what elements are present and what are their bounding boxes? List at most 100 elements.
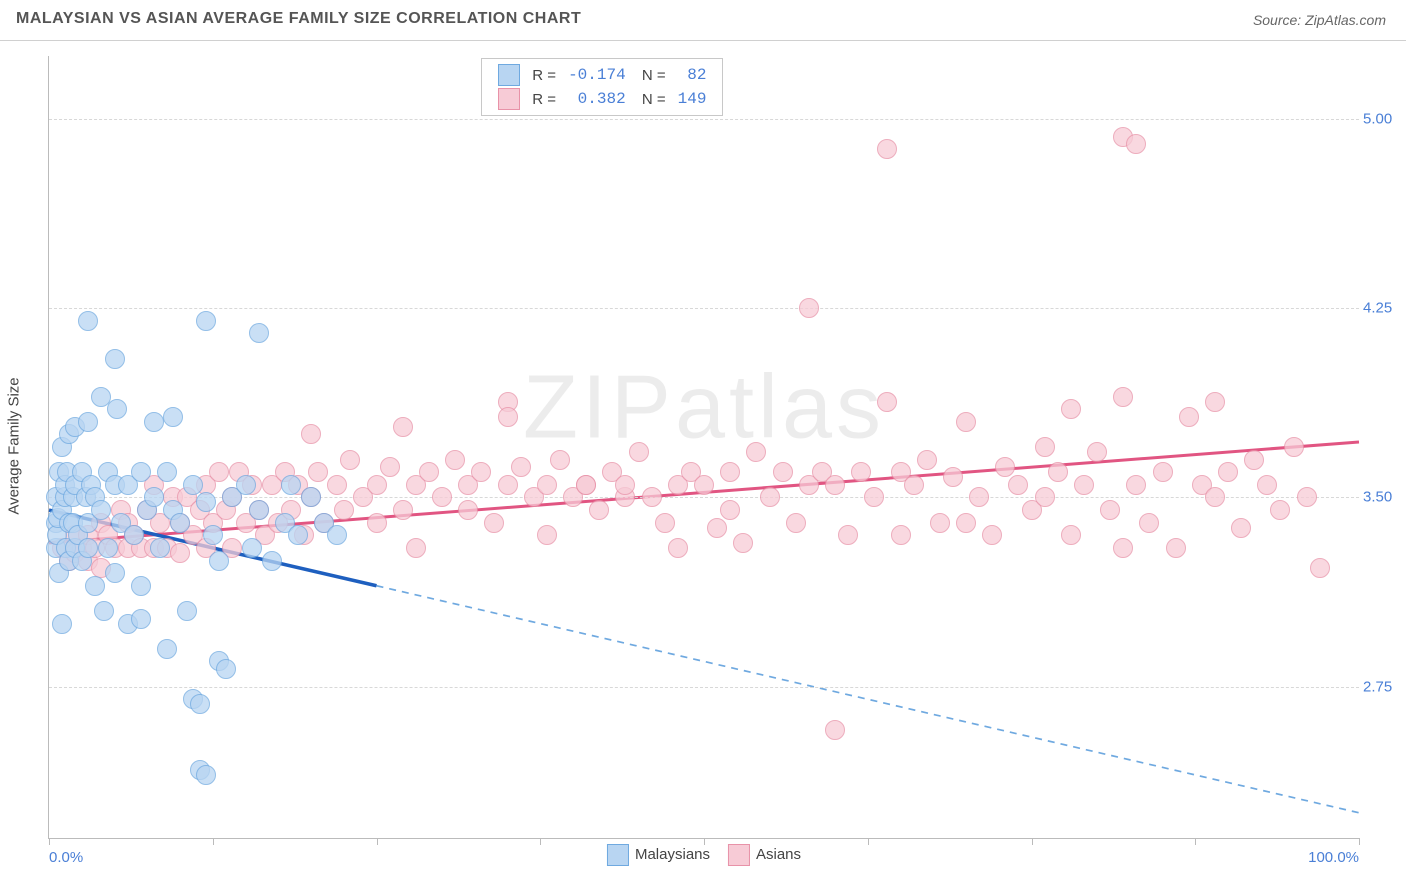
data-point-malaysians (131, 609, 151, 629)
data-point-asians (825, 720, 845, 740)
gridline (49, 308, 1359, 309)
gridline (49, 119, 1359, 120)
data-point-asians (393, 417, 413, 437)
data-point-asians (367, 475, 387, 495)
data-point-malaysians (150, 538, 170, 558)
chart-header: MALAYSIAN VS ASIAN AVERAGE FAMILY SIZE C… (0, 0, 1406, 41)
data-point-asians (720, 462, 740, 482)
data-point-asians (773, 462, 793, 482)
data-point-asians (1113, 387, 1133, 407)
data-point-asians (308, 462, 328, 482)
data-point-asians (694, 475, 714, 495)
data-point-asians (1166, 538, 1186, 558)
data-point-asians (1231, 518, 1251, 538)
data-point-malaysians (144, 487, 164, 507)
data-point-malaysians (196, 311, 216, 331)
data-point-asians (498, 407, 518, 427)
y-tick-label: 5.00 (1363, 111, 1406, 128)
x-tick (1195, 838, 1196, 845)
correlation-legend: R =-0.174 N =82 R =0.382 N =149 (481, 58, 723, 116)
trend-lines-svg (49, 56, 1359, 838)
data-point-malaysians (78, 311, 98, 331)
x-tick (1032, 838, 1033, 845)
data-point-malaysians (262, 551, 282, 571)
data-point-malaysians (78, 538, 98, 558)
data-point-asians (982, 525, 1002, 545)
data-point-asians (170, 543, 190, 563)
data-point-malaysians (216, 659, 236, 679)
data-point-asians (799, 298, 819, 318)
y-tick-label: 2.75 (1363, 678, 1406, 695)
x-tick (868, 838, 869, 845)
data-point-asians (668, 538, 688, 558)
data-point-malaysians (203, 525, 223, 545)
y-axis-label: Average Family Size (6, 377, 23, 514)
data-point-asians (1126, 475, 1146, 495)
y-tick-label: 4.25 (1363, 300, 1406, 317)
data-point-asians (576, 475, 596, 495)
gridline (49, 687, 1359, 688)
data-point-asians (760, 487, 780, 507)
data-point-malaysians (281, 475, 301, 495)
data-point-malaysians (98, 538, 118, 558)
data-point-asians (1218, 462, 1238, 482)
data-point-malaysians (105, 563, 125, 583)
data-point-malaysians (124, 525, 144, 545)
data-point-asians (537, 475, 557, 495)
data-point-malaysians (131, 462, 151, 482)
data-point-asians (1205, 487, 1225, 507)
data-point-malaysians (236, 475, 256, 495)
data-point-asians (301, 424, 321, 444)
data-point-asians (1048, 462, 1068, 482)
data-point-asians (1008, 475, 1028, 495)
x-tick (49, 838, 50, 845)
data-point-asians (956, 412, 976, 432)
data-point-malaysians (249, 500, 269, 520)
data-point-asians (380, 457, 400, 477)
data-point-asians (904, 475, 924, 495)
data-point-malaysians (327, 525, 347, 545)
data-point-asians (733, 533, 753, 553)
data-point-asians (1297, 487, 1317, 507)
x-tick (540, 838, 541, 845)
data-point-malaysians (196, 765, 216, 785)
data-point-asians (1126, 134, 1146, 154)
data-point-asians (1061, 399, 1081, 419)
data-point-malaysians (249, 323, 269, 343)
data-point-malaysians (85, 576, 105, 596)
data-point-asians (406, 538, 426, 558)
data-point-asians (1179, 407, 1199, 427)
data-point-malaysians (52, 614, 72, 634)
data-point-malaysians (91, 500, 111, 520)
data-point-asians (1087, 442, 1107, 462)
data-point-malaysians (78, 412, 98, 432)
data-point-asians (1205, 392, 1225, 412)
data-point-asians (1270, 500, 1290, 520)
data-point-malaysians (196, 492, 216, 512)
data-point-asians (1244, 450, 1264, 470)
data-point-malaysians (242, 538, 262, 558)
data-point-malaysians (209, 551, 229, 571)
data-point-malaysians (94, 601, 114, 621)
plot-area: ZIPatlas 2.753.504.255.000.0%100.0% R =-… (48, 56, 1359, 839)
data-point-asians (956, 513, 976, 533)
data-point-asians (825, 475, 845, 495)
data-point-asians (851, 462, 871, 482)
data-point-asians (995, 457, 1015, 477)
data-point-asians (1257, 475, 1277, 495)
data-point-asians (917, 450, 937, 470)
data-point-asians (1035, 437, 1055, 457)
data-point-asians (1035, 487, 1055, 507)
data-point-malaysians (107, 399, 127, 419)
data-point-malaysians (301, 487, 321, 507)
gridline (49, 497, 1359, 498)
data-point-asians (1074, 475, 1094, 495)
data-point-malaysians (105, 349, 125, 369)
data-point-asians (655, 513, 675, 533)
data-point-malaysians (288, 525, 308, 545)
x-tick-label: 0.0% (49, 849, 83, 866)
data-point-asians (327, 475, 347, 495)
data-point-asians (393, 500, 413, 520)
data-point-asians (969, 487, 989, 507)
data-point-asians (838, 525, 858, 545)
